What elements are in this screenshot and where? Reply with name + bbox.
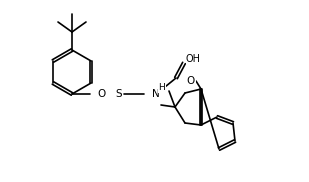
- Text: N: N: [152, 89, 160, 99]
- Text: O: O: [98, 89, 106, 99]
- Text: O: O: [187, 76, 195, 86]
- Text: OH: OH: [186, 54, 201, 64]
- Text: S: S: [116, 89, 122, 99]
- Text: N: N: [152, 89, 160, 99]
- Text: H: H: [159, 84, 165, 92]
- Text: O: O: [187, 76, 195, 86]
